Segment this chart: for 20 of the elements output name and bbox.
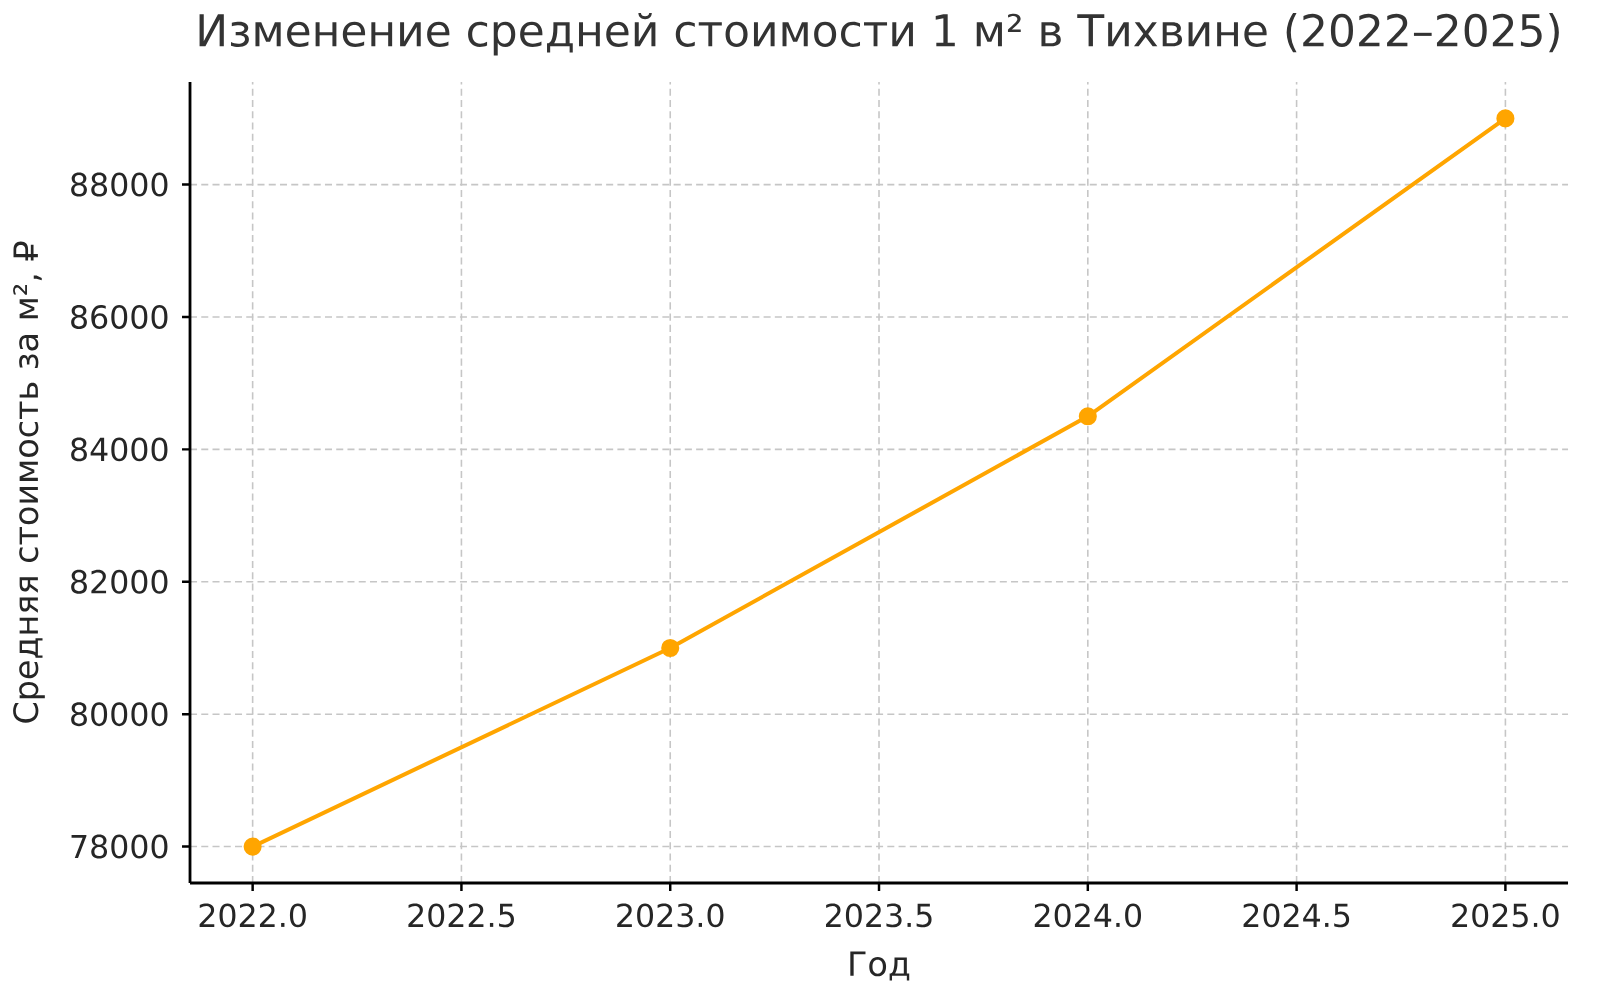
x-tick-label: 2022.0 xyxy=(199,903,306,928)
x-axis-title: Год xyxy=(850,951,910,981)
point xyxy=(243,837,262,856)
y-tick-label: 78000 xyxy=(71,834,168,859)
point xyxy=(1496,109,1515,128)
y-tick-label: 82000 xyxy=(71,569,168,594)
x-tick-label: 2025.0 xyxy=(1452,903,1559,928)
y-axis-title: Средняя стоимость за м², ₽ xyxy=(13,241,45,723)
x-tick-label: 2024.0 xyxy=(1034,903,1142,928)
point xyxy=(1078,407,1097,426)
x-tick-label: 2024.5 xyxy=(1243,903,1350,928)
x-tick-label: 2023.5 xyxy=(825,903,932,928)
y-tick-label: 84000 xyxy=(71,437,168,462)
y-tick-label: 86000 xyxy=(71,305,168,329)
point xyxy=(661,638,680,658)
x-tick-label: 2023.0 xyxy=(617,903,724,928)
chart-title: Изменение средней стоимости 1 м² в Тихвине (2022–2025) xyxy=(199,12,1559,56)
x-tick-label: 2022.5 xyxy=(408,903,514,928)
y-tick-label: 88000 xyxy=(71,172,168,197)
y-tick-label: 80000 xyxy=(71,702,168,727)
